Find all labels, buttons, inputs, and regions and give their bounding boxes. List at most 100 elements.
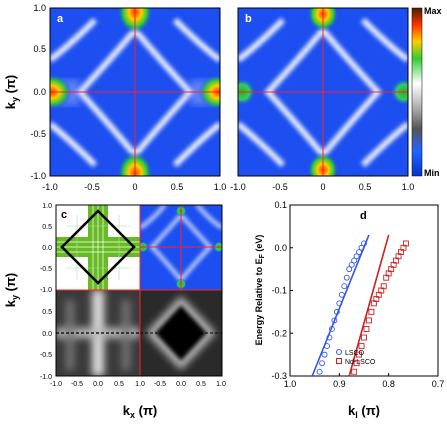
ytick-d-label: -0.3 <box>271 371 287 381</box>
ndlsco-point <box>361 334 367 341</box>
lsco-point <box>328 326 335 332</box>
lsco-point <box>348 261 355 268</box>
panel-c-gray-left <box>56 290 140 376</box>
lsco-point <box>338 291 345 298</box>
ytick-c-0: 1.0 <box>42 203 52 210</box>
xtick-b-0: -1.0 <box>230 182 246 192</box>
ytick-d-label: 0.1 <box>274 200 287 210</box>
lsco-point <box>324 343 330 350</box>
ytick-top-3: -0.5 <box>30 129 46 139</box>
ytick-c-6: 0.0 <box>42 331 52 338</box>
ytick-top-4: -1.0 <box>30 171 46 181</box>
ndlsco-point <box>353 360 360 367</box>
panel-b-letter: b <box>245 13 252 25</box>
panel-b <box>238 8 408 176</box>
legend: LSCO Nd-LSCO <box>336 349 376 366</box>
ytick-c-5: 0.5 <box>42 309 52 316</box>
colorbar-max-label: Max <box>424 6 442 16</box>
ytick-top-0: 1.0 <box>33 3 46 13</box>
lsco-point <box>321 351 328 358</box>
fit-line-1 <box>348 234 390 377</box>
ytick-d-label: 0.0 <box>274 243 287 253</box>
xtick-a-2: 0 <box>132 182 137 192</box>
xtick-a-4: 1.0 <box>214 182 227 192</box>
xtick-b-3: 0.5 <box>359 182 372 192</box>
top-y-ticks: 1.0 0.5 0.0 -0.5 -1.0 <box>30 3 46 181</box>
panel-c-schematic: c <box>55 204 141 291</box>
xtick-a-3: 0.5 <box>171 182 184 192</box>
ndlsco-point <box>368 308 375 315</box>
xtick-b-2: 0 <box>320 182 325 192</box>
ytick-c-4: -1.0 <box>40 287 52 294</box>
ndlsco-point <box>363 326 370 332</box>
panel-d-y-ticks: 0.1 0.0 -0.1 -0.2 -0.3 <box>271 200 293 381</box>
ndlsco-point <box>365 317 372 324</box>
lsco-point <box>341 283 348 290</box>
xtick-d-label: 0.9 <box>333 379 346 389</box>
ndlsco-point <box>356 351 363 358</box>
panel-c-dividers <box>55 204 223 377</box>
xtick-b-4: 1.0 <box>402 182 415 192</box>
ytick-c-7: -0.5 <box>40 352 52 359</box>
panel-c-map <box>140 205 222 290</box>
xtick-c-5: -0.5 <box>154 381 166 388</box>
xtick-c-1: -0.5 <box>71 381 83 388</box>
panel-d-points <box>316 240 409 375</box>
lsco-point <box>361 240 367 247</box>
lsco-point <box>331 317 338 324</box>
xtick-a-0: -1.0 <box>42 182 58 192</box>
ytick-top-1: 0.5 <box>33 44 46 54</box>
xtick-b-1: -0.5 <box>272 182 288 192</box>
panel-c-x-ticks: -1.0 -0.5 0.0 0.5 1.0 -0.5 0.0 0.5 1.0 <box>50 381 226 388</box>
xtick-c-8: 1.0 <box>216 381 226 388</box>
panel-c-y-ticks: 1.0 0.5 0.0 -0.5 -1.0 0.5 0.0 -0.5 -1.0 <box>40 203 52 381</box>
panel-c-letter: c <box>61 209 67 221</box>
ndlsco-point <box>358 343 365 350</box>
legend-marker-ndlsco <box>336 358 342 364</box>
lsco-point <box>358 244 365 251</box>
top-y-axis-title: ky (π) <box>3 75 20 109</box>
colorbar: Max Min <box>411 6 442 178</box>
xtick-c-3: 0.5 <box>114 381 124 388</box>
panel-b-frame <box>237 7 409 177</box>
lsco-point <box>351 257 358 264</box>
lsco-point <box>326 334 333 341</box>
lsco-point <box>319 360 326 367</box>
xtick-d-label: 0.7 <box>432 379 445 389</box>
xtick-d-label: 1.0 <box>284 379 297 389</box>
lsco-point <box>336 300 343 307</box>
legend-marker-lsco <box>336 349 342 355</box>
xtick-c-4: 1.0 <box>135 381 145 388</box>
lsco-point <box>356 249 363 255</box>
xtick-c-6: 0.0 <box>176 381 186 388</box>
panel-d-x-ticks: 1.0 0.9 0.8 0.7 <box>284 373 445 389</box>
ndlsco-point <box>351 368 358 375</box>
xtick-a-1: -0.5 <box>84 182 100 192</box>
legend-label-ndlsco: Nd-LSCO <box>345 359 376 366</box>
lsco-point <box>343 274 350 281</box>
ytick-c-2: 0.0 <box>42 245 52 252</box>
lsco-point <box>346 266 353 273</box>
ndlsco-point <box>380 283 387 290</box>
panel-a-letter: a <box>57 13 64 25</box>
ndlsco-point <box>402 240 409 247</box>
panel-c-x-axis-title: kx (π) <box>123 403 157 420</box>
panel-c-y-axis-title: ky (π) <box>3 273 20 307</box>
panel-c-gray-right <box>140 290 222 376</box>
panel-d-plot: d 0.1 0.0 -0.1 -0.2 -0.3 1.0 0.9 0.8 0.7 LSCO N… <box>271 200 444 389</box>
top-x-ticks-a: -1.0 -0.5 0 0.5 1.0 <box>42 182 226 192</box>
ytick-d-label: -0.1 <box>271 286 287 296</box>
xtick-d-label: 0.8 <box>382 379 395 389</box>
panel-a <box>50 8 220 176</box>
colorbar-min-label: Min <box>424 168 440 178</box>
xtick-c-7: 0.5 <box>196 381 206 388</box>
ytick-c-1: 0.5 <box>42 224 52 231</box>
ytick-d-label: -0.2 <box>271 328 287 338</box>
lsco-point <box>333 308 340 315</box>
lsco-point <box>316 368 323 375</box>
ytick-top-2: 0.0 <box>33 87 46 97</box>
ytick-c-8: -1.0 <box>40 374 52 381</box>
lsco-point <box>353 253 360 260</box>
panel-d-y-axis-title: Energy Relative to EF (eV) <box>254 235 266 346</box>
